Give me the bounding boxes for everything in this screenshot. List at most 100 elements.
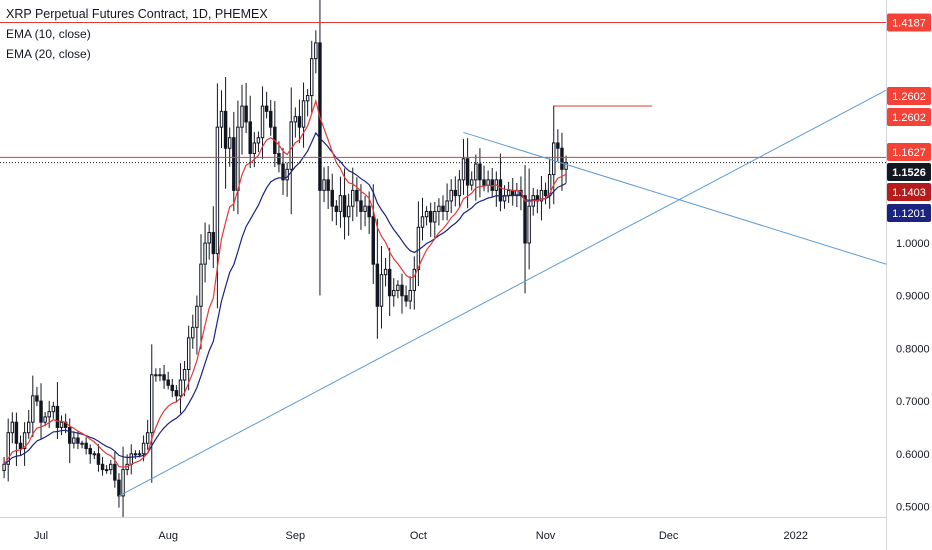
candle-body xyxy=(379,274,384,307)
candle xyxy=(498,153,503,212)
candle-body xyxy=(543,189,548,197)
candle xyxy=(552,105,556,205)
candle xyxy=(486,170,490,193)
candle-body xyxy=(121,469,125,497)
candle xyxy=(227,127,232,167)
candle-body xyxy=(346,205,351,218)
candle-body xyxy=(117,479,121,497)
candle-body xyxy=(137,453,142,456)
candle-body xyxy=(88,448,92,455)
candle-body xyxy=(428,210,433,223)
candle xyxy=(10,412,15,444)
ema20-legend: EMA (20, close) xyxy=(6,47,91,61)
candle-body xyxy=(141,442,146,455)
candle-body xyxy=(252,142,257,155)
candle-body xyxy=(506,189,511,197)
candle-body xyxy=(482,179,486,186)
candle-body xyxy=(355,189,359,202)
candle-body xyxy=(195,305,199,328)
ema10-legend: EMA (10, close) xyxy=(6,27,91,41)
candle-body xyxy=(59,421,64,428)
candle-body xyxy=(424,210,429,218)
candle xyxy=(490,168,494,198)
candle xyxy=(100,456,105,476)
candle-body xyxy=(104,469,109,472)
candle xyxy=(129,444,133,475)
candle xyxy=(400,273,404,314)
candle xyxy=(445,183,449,221)
candle-body xyxy=(465,158,470,186)
candle xyxy=(18,435,23,455)
candle xyxy=(346,193,351,236)
candle-body xyxy=(359,200,363,212)
candle xyxy=(449,179,453,214)
candle xyxy=(424,206,429,226)
candle xyxy=(371,184,375,284)
price-badge: 1.1526 xyxy=(887,163,931,181)
candle xyxy=(453,176,458,207)
candle xyxy=(338,176,343,228)
price-badge-label: 1.1403 xyxy=(892,187,926,199)
candle-body xyxy=(375,263,380,307)
candle xyxy=(43,411,47,427)
candle-body xyxy=(314,42,318,60)
candle xyxy=(396,280,400,299)
candle-body xyxy=(35,395,39,402)
candle xyxy=(264,91,269,119)
candle-body xyxy=(527,205,531,244)
candle xyxy=(150,344,154,483)
candle-body xyxy=(211,232,216,255)
candle xyxy=(22,422,27,466)
candle xyxy=(527,168,531,270)
candle xyxy=(285,162,289,197)
candle-body xyxy=(445,200,449,212)
price-badge-label: 1.1201 xyxy=(892,208,926,220)
trendline xyxy=(118,89,886,497)
candle-body xyxy=(564,162,568,170)
candle xyxy=(322,167,326,203)
candle-body xyxy=(68,426,72,444)
candle xyxy=(26,410,31,439)
y-tick-label: 0.6000 xyxy=(896,449,930,461)
candle-body xyxy=(539,189,544,202)
candle xyxy=(84,437,88,455)
candle xyxy=(457,170,462,207)
candle-body xyxy=(178,379,183,397)
price-badge-label: 1.1526 xyxy=(892,167,926,179)
candle-body xyxy=(207,232,211,244)
candle xyxy=(133,450,138,459)
candle-body xyxy=(145,432,150,444)
candle xyxy=(420,197,425,241)
candle xyxy=(186,325,191,391)
x-tick-label: 2022 xyxy=(784,530,808,542)
candle xyxy=(162,364,166,389)
price-badge: 1.1201 xyxy=(887,204,931,222)
candle xyxy=(494,171,499,207)
candle xyxy=(174,385,179,403)
candle xyxy=(531,187,535,216)
price-badge-label: 1.1627 xyxy=(892,147,926,159)
candle-body xyxy=(18,442,23,450)
candle-body xyxy=(486,179,490,186)
candle xyxy=(117,473,121,508)
candle xyxy=(293,107,298,138)
candle-body xyxy=(400,284,404,297)
candle xyxy=(207,224,211,260)
candle xyxy=(330,173,334,222)
candle-body xyxy=(6,432,10,465)
candle-body xyxy=(457,179,462,197)
chart-title: XRP Perpetual Futures Contract, 1D, PHEM… xyxy=(6,7,268,21)
candle-body xyxy=(39,400,43,423)
candle xyxy=(104,465,109,474)
candle xyxy=(244,82,248,134)
candle-body xyxy=(449,189,453,202)
candle-body xyxy=(100,463,105,471)
candle-body xyxy=(158,374,162,377)
y-tick-label: 0.9000 xyxy=(896,291,930,303)
candle xyxy=(14,412,19,467)
candle xyxy=(305,89,310,117)
candle xyxy=(240,84,244,155)
candle xyxy=(383,257,388,287)
candle-body xyxy=(342,195,347,218)
